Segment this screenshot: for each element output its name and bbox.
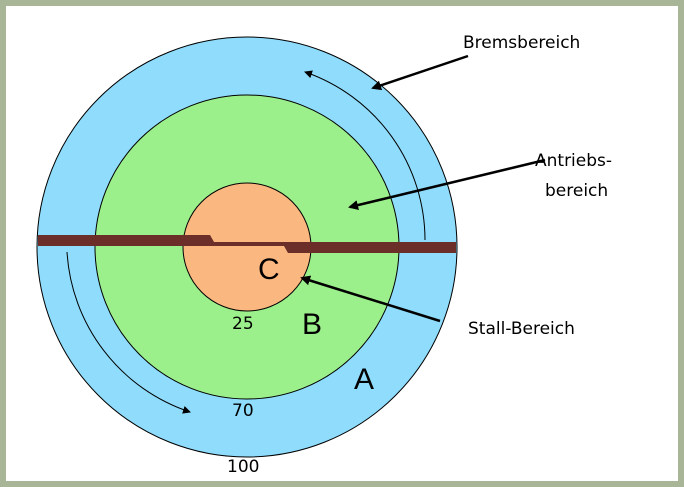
- rotation-arrow: [304, 70, 426, 241]
- zone-label: A: [354, 363, 374, 396]
- label: bereich: [545, 181, 608, 201]
- label: Bremsbereich: [463, 33, 580, 53]
- zone-label: B: [302, 308, 322, 341]
- radius-label: 100: [227, 457, 259, 477]
- pointer-arrow: [348, 158, 546, 210]
- pointer-arrow: [300, 275, 441, 323]
- zone-label: C: [258, 253, 280, 286]
- label: Stall-Bereich: [468, 319, 575, 339]
- rotation-arrow: [66, 251, 191, 414]
- radius-label: 25: [232, 314, 254, 334]
- radius-label: 70: [232, 401, 254, 421]
- blade: [38, 235, 456, 253]
- label: Antriebs-: [535, 151, 612, 171]
- pointer-arrow: [371, 54, 469, 91]
